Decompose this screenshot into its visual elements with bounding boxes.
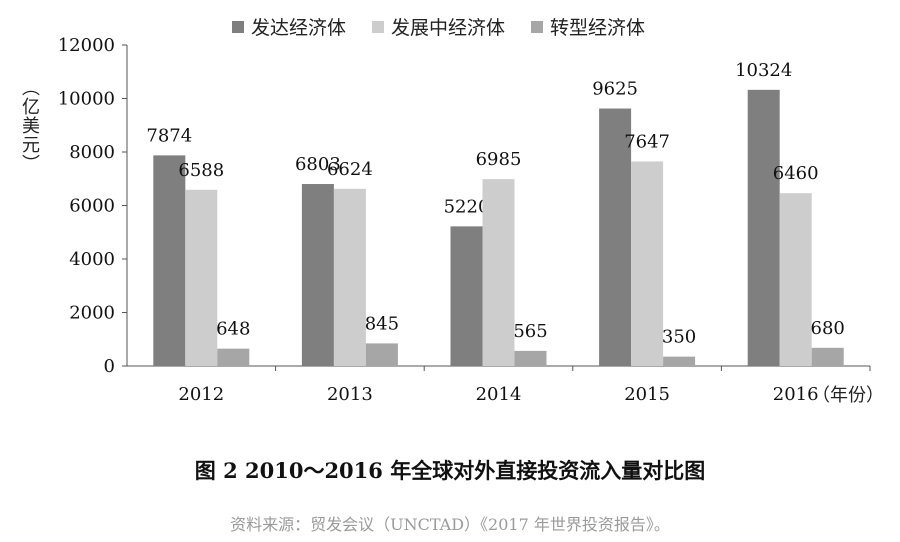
x-tick-label: 2014 (476, 384, 522, 405)
y-tick-label: 8000 (69, 142, 115, 163)
bar (663, 356, 696, 366)
y-tick-label: 0 (104, 356, 115, 377)
data-label: 10324 (735, 60, 792, 81)
bar (301, 184, 334, 366)
bar (599, 108, 632, 366)
bar (333, 188, 366, 366)
x-axis-label: （年份） (812, 385, 884, 406)
x-tick-label: 2012 (178, 384, 224, 405)
bar (217, 348, 250, 366)
data-label: 6803 (295, 154, 341, 175)
legend-item-developing: 发展中经济体 (372, 13, 505, 40)
source-note: 资料来源：贸发会议（UNCTAD）《2017 年世界投资报告》。 (230, 515, 670, 534)
legend-label-developing: 发展中经济体 (391, 17, 506, 39)
bar (631, 161, 664, 366)
bar (482, 179, 515, 366)
data-label: 845 (365, 313, 399, 334)
data-label: 7874 (146, 125, 192, 146)
bar (747, 89, 780, 366)
y-tick-label: 4000 (69, 249, 115, 270)
data-label: 680 (811, 318, 845, 339)
legend-item-developed: 发达经济体 (232, 13, 346, 40)
bar (153, 155, 186, 366)
data-label: 6588 (178, 160, 224, 181)
y-tick-label: 10000 (58, 89, 115, 110)
legend-swatch-transition (531, 20, 544, 33)
data-label: 5220 (444, 196, 490, 217)
data-label: 350 (662, 327, 696, 348)
data-label: 7647 (624, 131, 670, 152)
bar-chart: 0 2000 4000 6000 8000 10000 12000 7874 6588 648 20… (58, 35, 871, 405)
x-tick-label: 2015 (624, 384, 670, 405)
y-axis-label: （亿美元） (19, 78, 40, 173)
bar (514, 350, 547, 366)
data-label: 6624 (327, 159, 373, 180)
legend-swatch-developed (232, 20, 244, 33)
chart-legend: 发达经济体 发展中经济体 转型经济体 (232, 13, 645, 40)
data-label: 6985 (476, 149, 522, 170)
bar (450, 226, 483, 366)
legend-label-transition: 转型经济体 (550, 17, 646, 39)
data-label: 648 (216, 319, 250, 340)
bar (779, 193, 812, 366)
data-label: 565 (513, 321, 547, 342)
bar (365, 343, 398, 366)
data-label: 9625 (592, 79, 638, 100)
bar (811, 347, 844, 366)
y-tick-label: 6000 (69, 196, 115, 217)
legend-item-transition: 转型经济体 (531, 13, 645, 40)
legend-label-developed: 发达经济体 (251, 17, 347, 39)
figure-caption: 图 2 2010～2016 年全球对外直接投资流入量对比图 (194, 458, 706, 483)
y-tick-label: 12000 (58, 35, 115, 56)
x-tick-label: 2016 (773, 384, 819, 405)
x-tick-label: 2013 (327, 384, 373, 405)
bar (185, 189, 218, 366)
legend-swatch-developing (372, 20, 385, 33)
data-label: 6460 (773, 163, 819, 184)
y-tick-label: 2000 (69, 303, 115, 324)
